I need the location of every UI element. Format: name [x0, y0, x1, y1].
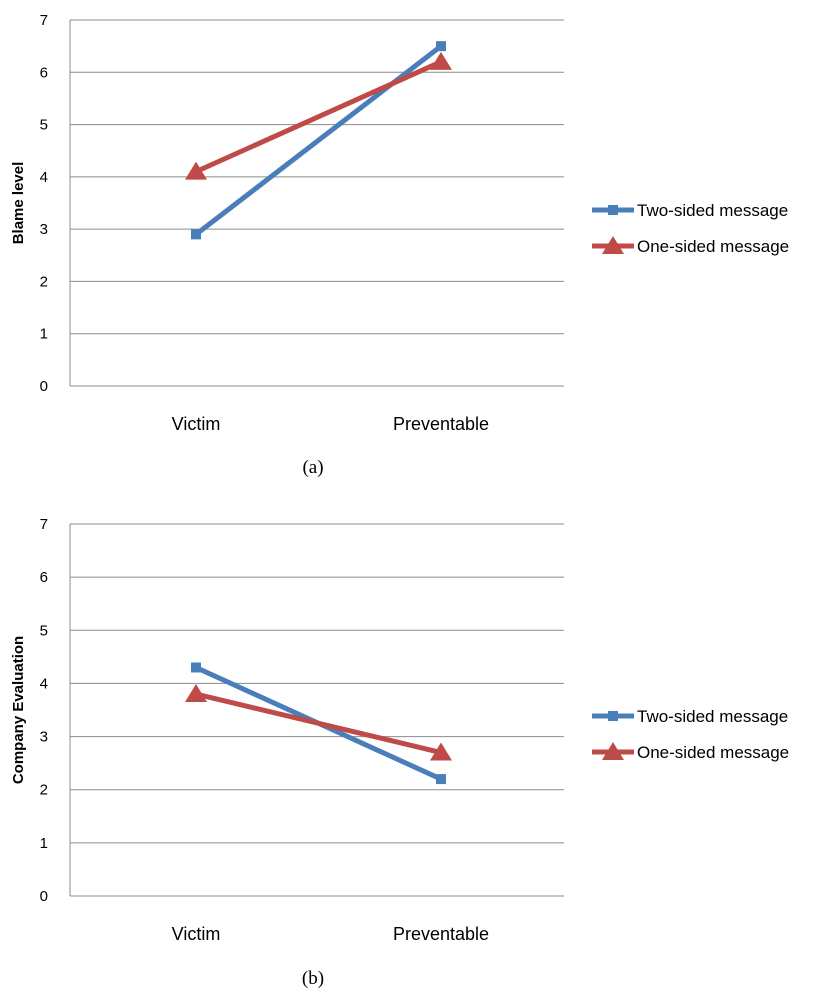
data-point-square — [436, 774, 446, 785]
x-tick-label: Victim — [172, 924, 221, 944]
y-tick-label: 5 — [40, 117, 48, 134]
x-tick-label: Victim — [172, 414, 221, 434]
y-tick-label: 6 — [40, 64, 48, 81]
legend-label: Two-sided message — [637, 201, 788, 220]
data-point-triangle — [185, 161, 207, 180]
legend-label: One-sided message — [637, 743, 789, 762]
y-tick-label: 0 — [40, 378, 48, 395]
y-tick-label: 4 — [40, 675, 48, 692]
y-tick-label: 2 — [40, 273, 48, 290]
series-line-two-sided — [194, 44, 443, 237]
y-tick-label: 4 — [40, 169, 48, 186]
series-line-one-sided — [194, 59, 443, 174]
y-axis-label: Company Evaluation — [10, 636, 27, 784]
legend-marker-triangle — [602, 742, 624, 760]
figure-caption: (a) — [302, 457, 323, 478]
figure-caption: (b) — [302, 968, 324, 989]
x-tick-label: Preventable — [393, 414, 489, 434]
data-point-triangle — [430, 51, 452, 70]
data-point-triangle — [430, 742, 452, 761]
chart-b: 0 1 2 3 4 5 6 7 Victim Preventable Company Evaluat… — [10, 516, 789, 989]
legend-label: Two-sided message — [637, 707, 788, 726]
y-tick-label: 6 — [40, 569, 48, 586]
y-tick-label: 3 — [40, 729, 48, 746]
x-tick-label: Preventable — [393, 924, 489, 944]
data-point-triangle — [185, 684, 207, 703]
y-tick-label: 1 — [40, 326, 48, 343]
y-tick-label: 3 — [40, 221, 48, 238]
chart-a: 0 1 2 3 4 5 6 7 Victim Preventable Blame level Two-… — [10, 12, 789, 478]
legend-marker-square — [608, 205, 618, 215]
y-tick-label: 7 — [40, 516, 48, 533]
series-line-one-sided — [195, 691, 442, 755]
legend-marker-square — [608, 711, 618, 721]
y-tick-label: 5 — [40, 622, 48, 639]
y-tick-label: 1 — [40, 835, 48, 852]
legend-label: One-sided message — [637, 237, 789, 256]
y-axis-label: Blame level — [10, 162, 27, 245]
data-point-square — [191, 229, 201, 240]
data-point-square — [191, 662, 201, 673]
y-tick-label: 7 — [40, 12, 48, 29]
legend-marker-triangle — [602, 236, 624, 254]
data-point-square — [436, 41, 446, 52]
y-tick-label: 0 — [40, 888, 48, 905]
y-tick-label: 2 — [40, 782, 48, 799]
